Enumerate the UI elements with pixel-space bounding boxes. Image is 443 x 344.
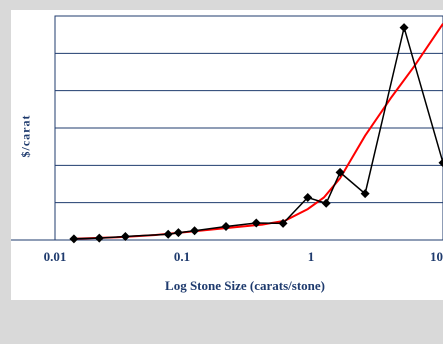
x-tick-label: 1 bbox=[308, 249, 315, 265]
x-tick-label: 0.01 bbox=[44, 249, 67, 265]
y-axis-label: $/carat bbox=[19, 115, 34, 158]
x-tick-label: 0.1 bbox=[174, 249, 190, 265]
x-axis-label: Log Stone Size (carats/stone) bbox=[165, 278, 325, 294]
x-tick-label: 10 bbox=[430, 249, 443, 265]
